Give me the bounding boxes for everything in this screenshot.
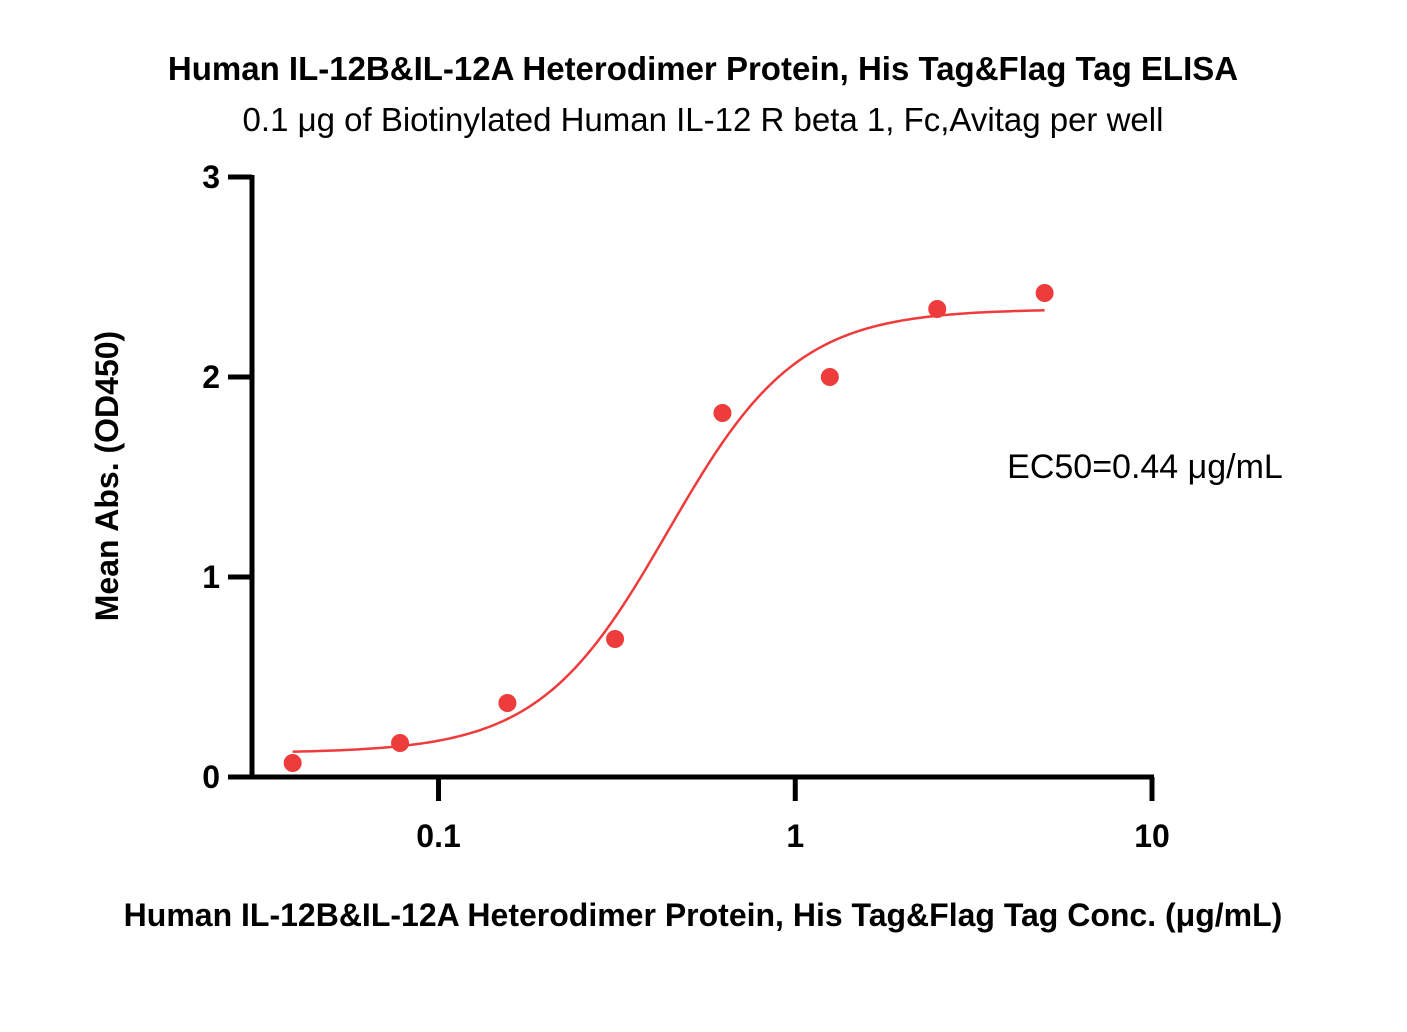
chart-title: Human IL-12B&IL-12A Heterodimer Protein,… [168,50,1238,87]
data-point [283,754,302,772]
data-point [1035,284,1054,302]
x-tick-label: 10 [1134,818,1170,854]
data-point [928,300,947,318]
y-tick-label: 0 [202,759,220,795]
fit-curve [292,309,1045,753]
x-tick-label: 0.1 [416,818,460,854]
y-axis-label: Mean Abs. (OD450) [89,331,125,621]
x-axis-label: Human IL-12B&IL-12A Heterodimer Protein,… [124,897,1283,933]
data-point [820,368,839,386]
data-point [606,630,625,648]
y-tick-label: 1 [202,559,220,595]
ec50-annotation: EC50=0.44 μg/mL [1007,448,1283,486]
y-tick-label: 3 [202,159,220,195]
chart-subtitle: 0.1 μg of Biotinylated Human IL-12 R bet… [243,101,1164,138]
data-point [713,404,732,422]
y-tick-label: 2 [202,359,220,395]
x-tick-label: 1 [786,818,804,854]
data-point [498,694,517,712]
data-point [391,734,410,752]
plot-area: 0 1 2 3 0.1 1 10 [202,159,1170,854]
